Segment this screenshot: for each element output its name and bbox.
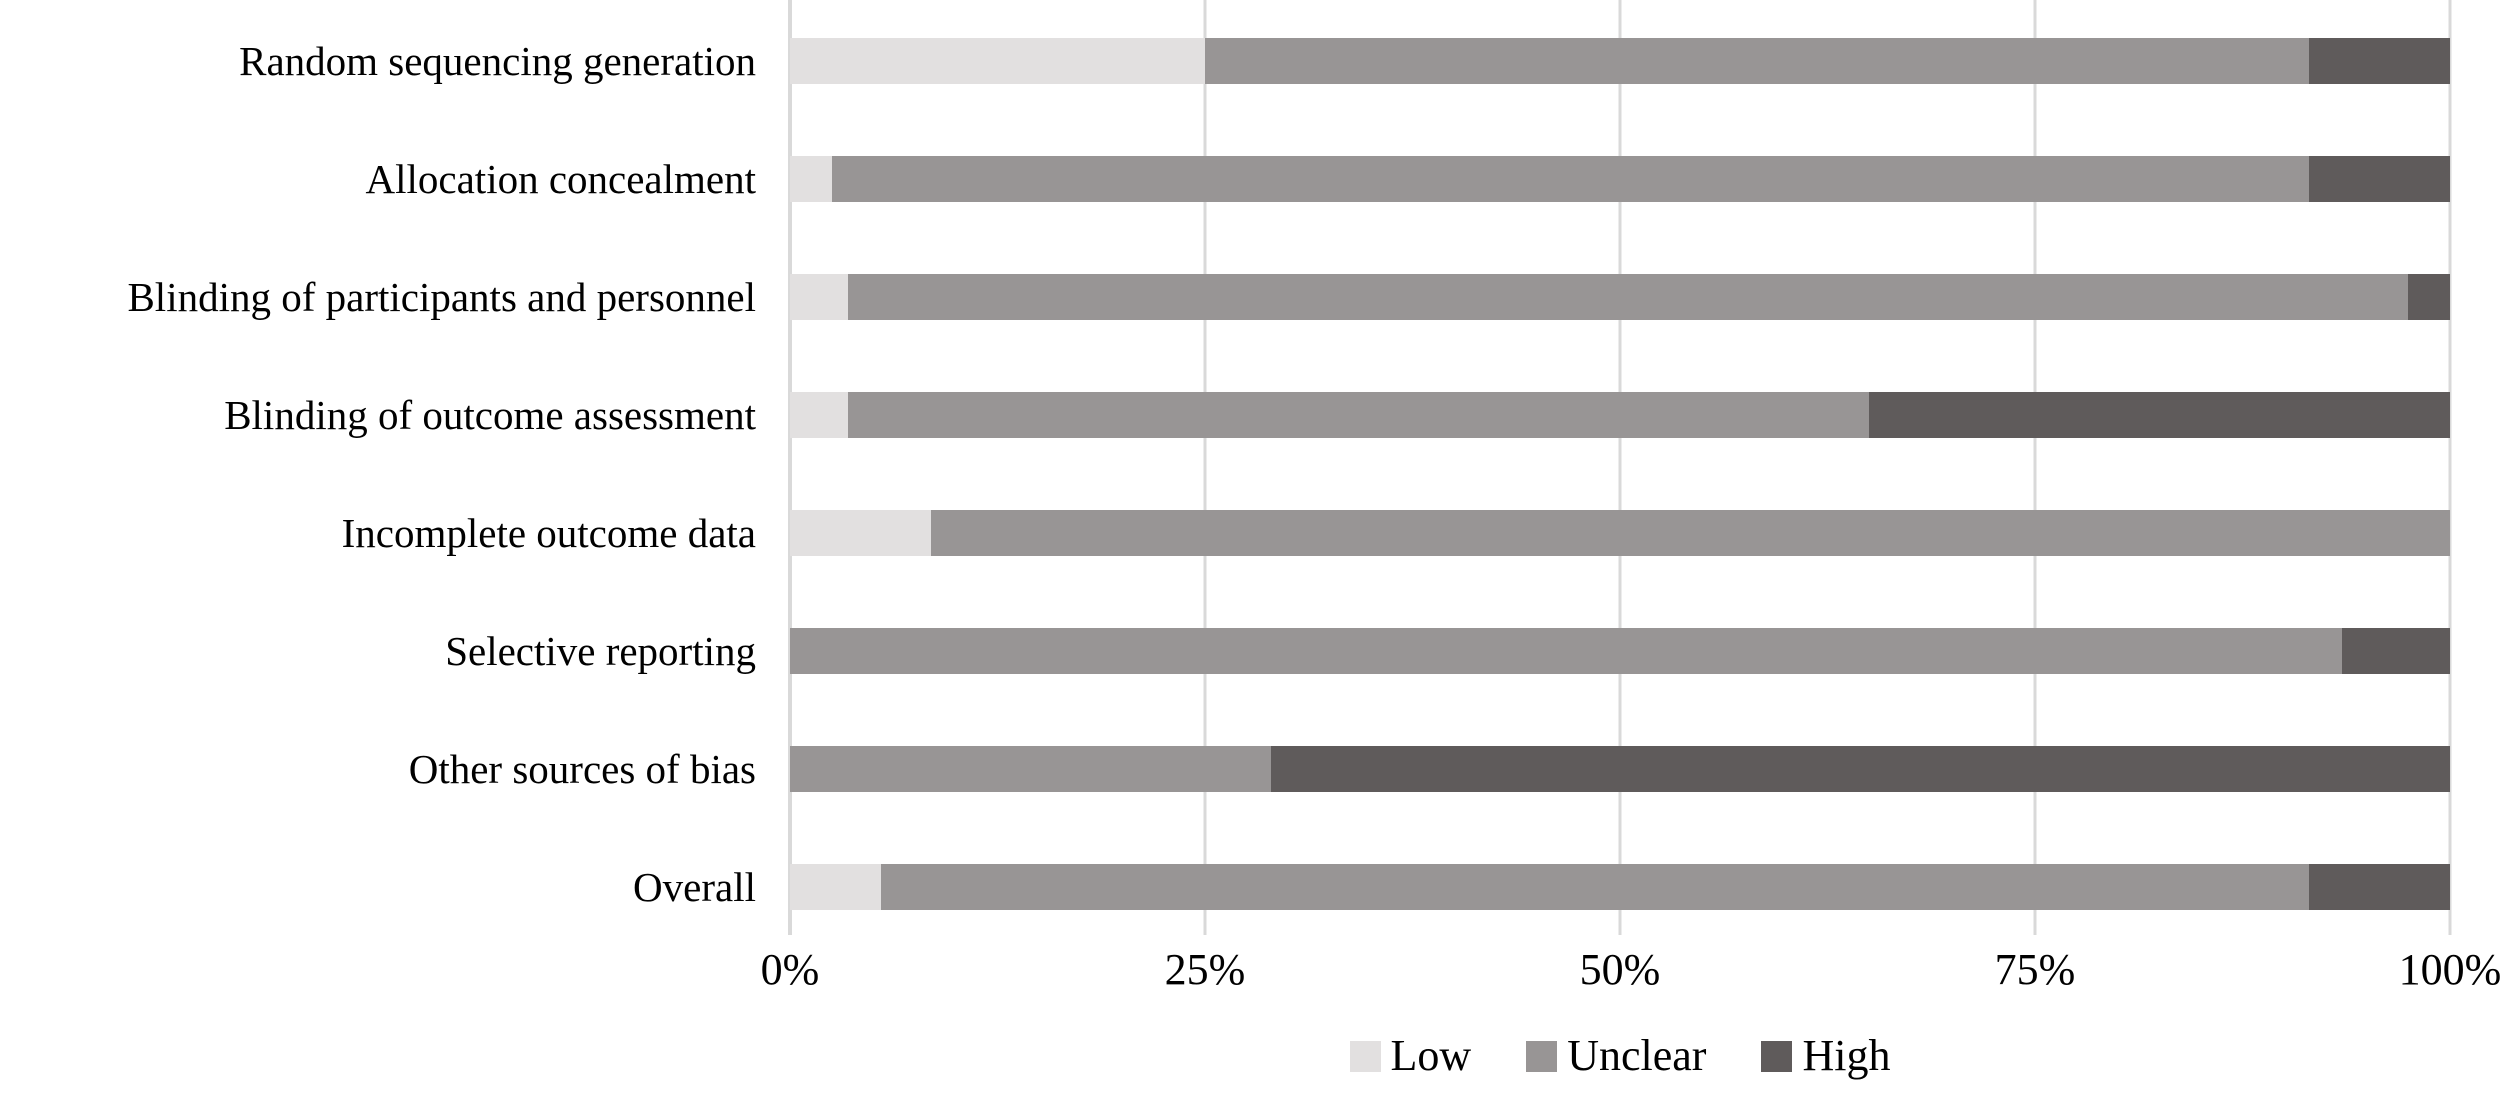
legend-item-low: Low [1349,1031,1472,1080]
bar-segment-unclear [931,510,2450,556]
bar-segment-high [2308,156,2450,202]
legend-item-unclear: Unclear [1526,1034,1706,1078]
x-tick-label: 25% [1164,945,1246,994]
category-label: Selective reporting [445,628,756,674]
bar-row [790,392,2450,438]
legend-label: Low [1390,1031,1472,1080]
category-label: Overall [633,864,756,910]
bar-segment-low [790,274,849,320]
category-label: Blinding of participants and personnel [127,274,756,320]
gridline [2448,0,2452,935]
legend: Low Unclear High [790,1026,2450,1086]
bar-row [790,274,2450,320]
bar-segment-high [2408,274,2450,320]
bar-segment-high [1868,392,2450,438]
bar-segment-low [790,156,832,202]
y-axis-line [788,0,792,935]
legend-item-high: High [1761,1034,1890,1078]
bar-segment-unclear [881,864,2309,910]
category-label: Allocation concealment [365,156,756,202]
bar-row [790,156,2450,202]
legend-swatch-icon [1349,1040,1381,1072]
x-tick-label: 50% [1579,945,1661,994]
x-tick-label: 75% [1994,945,2076,994]
bar-row [790,510,2450,556]
gridline [1618,0,1622,935]
legend-swatch-icon [1761,1040,1793,1072]
bar-segment-unclear [790,628,2343,674]
bar-row [790,38,2450,84]
bar-segment-unclear [848,274,2409,320]
bar-segment-unclear [1205,38,2309,84]
legend-label: High [1802,1031,1891,1080]
bar-row [790,746,2450,792]
bar-segment-low [790,510,932,556]
bar-segment-high [2308,38,2450,84]
bar-segment-high [2342,628,2450,674]
bar-row [790,864,2450,910]
legend-label: Unclear [1567,1031,1707,1080]
bar-segment-unclear [790,746,1272,792]
bar-segment-high [2308,864,2450,910]
bar-segment-low [790,392,849,438]
bar-segment-low [790,864,882,910]
category-labels-column: Random sequencing generation Allocation c… [0,0,762,935]
bar-segment-unclear [831,156,2309,202]
bar-row [790,628,2450,674]
legend-swatch-icon [1526,1040,1558,1072]
category-label: Random sequencing generation [239,38,756,84]
bar-segment-high [1271,746,2450,792]
category-label: Incomplete outcome data [341,510,756,556]
gridline [1203,0,1207,935]
x-tick-label: 0% [760,945,820,994]
bar-segment-low [790,38,1205,84]
gridline [2033,0,2037,935]
bar-segment-unclear [848,392,1869,438]
x-axis: 0% 25% 50% 75% 100% [761,944,2502,1004]
x-tick-label: 100% [2398,945,2502,994]
plot-area [788,0,2452,935]
category-label: Blinding of outcome assessment [224,392,756,438]
category-label: Other sources of bias [408,746,756,792]
